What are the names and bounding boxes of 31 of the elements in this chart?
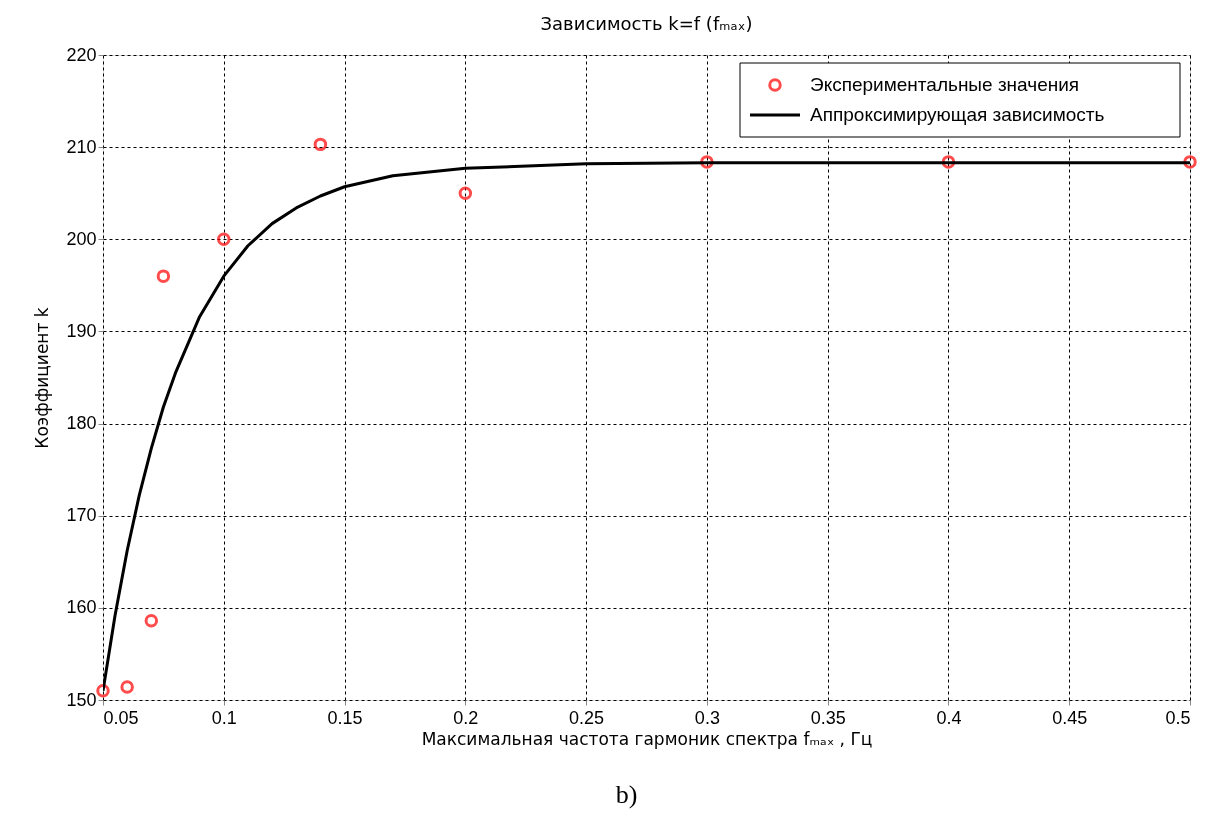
legend-label: Аппроксимирующая зависимость: [810, 104, 1105, 125]
x-tick-label: 0.4: [936, 707, 962, 728]
point: [458, 186, 473, 200]
y-tick-label: 190: [66, 320, 97, 341]
chart-title: Зависимость k=f (fₘₐₓ): [540, 13, 753, 34]
x-tick-label: 0.35: [810, 707, 846, 728]
x-tick-label: 0.15: [327, 707, 363, 728]
y-tick-label: 150: [66, 689, 97, 710]
point: [144, 614, 159, 628]
y-tick-label: 180: [66, 413, 97, 434]
x-tick-label: 0.45: [1052, 707, 1088, 728]
point: [96, 684, 110, 698]
text: b): [615, 780, 638, 809]
point: [313, 137, 328, 152]
point: [217, 232, 231, 247]
y-tick-label: 200: [66, 228, 97, 249]
y-tick-label: 160: [66, 597, 97, 618]
x-axis-title: Максимальная частота гармоник спектра fₘₐₓ , Гц: [421, 728, 873, 749]
x-tick-label: 0.3: [694, 707, 720, 728]
point: [120, 680, 134, 694]
y-tick-label: 220: [66, 44, 97, 65]
y-tick-label: 170: [66, 505, 97, 526]
x-tick-label: 0.5: [1165, 707, 1191, 728]
point: [156, 269, 171, 283]
legend-label: Экспериментальные значения: [810, 74, 1080, 95]
x-tick-label: 0.2: [453, 707, 479, 728]
x-tick-label: 0.1: [211, 707, 237, 728]
y-tick-label: 210: [66, 136, 97, 157]
x-tick-label: 0.05: [103, 707, 139, 728]
x-tick-label: 0.25: [569, 707, 605, 728]
y-axis-title: Коэффициент k: [32, 307, 53, 449]
